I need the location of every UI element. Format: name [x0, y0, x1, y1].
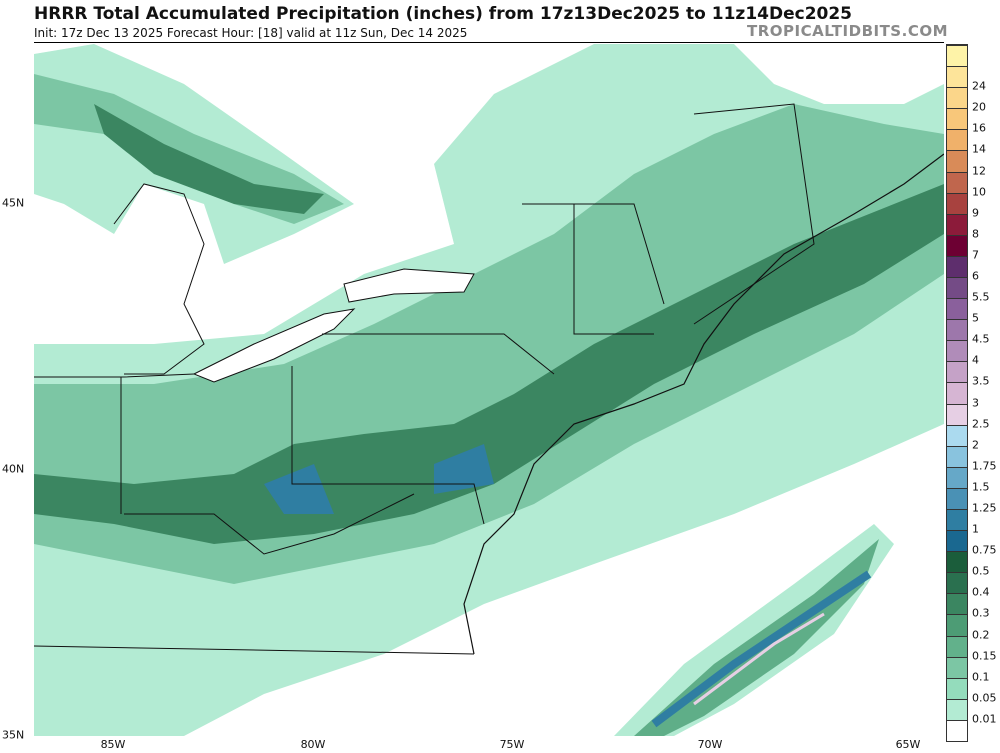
colorbar-label: 20: [972, 100, 986, 114]
colorbar-label: 2: [972, 438, 979, 452]
colorbar-swatch: [947, 572, 967, 594]
lon-label-65w: 65W: [895, 738, 921, 751]
precip-area-south: [34, 564, 144, 736]
lat-label-45n: 45N: [2, 196, 25, 210]
colorbar-label: 0.05: [972, 691, 997, 705]
colorbar-label: 9: [972, 206, 979, 220]
colorbar-label: 3: [972, 396, 979, 410]
colorbar-swatch: [947, 656, 967, 678]
colorbar-label: 1.75: [972, 459, 997, 473]
colorbar-label: 1: [972, 522, 979, 536]
colorbar-swatch: [947, 593, 967, 615]
brand-watermark: TROPICALTIDBITS.COM: [747, 22, 948, 40]
colorbar-label: 10: [972, 185, 986, 199]
colorbar-label: 0.1: [972, 670, 990, 684]
colorbar-swatch: [947, 551, 967, 573]
lon-label-80w: 80W: [300, 738, 326, 751]
colorbar-label: 0.3: [972, 606, 990, 620]
title-divider: [34, 42, 944, 43]
colorbar-swatch: [947, 719, 967, 741]
colorbar-swatch: [947, 487, 967, 509]
colorbar-label: 0.15: [972, 649, 997, 663]
colorbar-label: 0.5: [972, 564, 990, 578]
colorbar-label: 8: [972, 227, 979, 241]
map-subtitle: Init: 17z Dec 13 2025 Forecast Hour: [18…: [34, 26, 468, 40]
colorbar-swatch: [947, 298, 967, 320]
colorbar-swatch: [947, 403, 967, 425]
colorbar-label: 4: [972, 353, 979, 367]
colorbar-swatch: [947, 255, 967, 277]
colorbar-label: 0.01: [972, 712, 997, 726]
colorbar-swatch: [947, 677, 967, 699]
colorbar-label: 0.75: [972, 543, 997, 557]
colorbar-swatch: [947, 87, 967, 109]
colorbar-swatch: [947, 213, 967, 235]
map-title: HRRR Total Accumulated Precipitation (in…: [34, 4, 853, 24]
colorbar-swatch: [947, 66, 967, 88]
colorbar-label: 16: [972, 121, 986, 135]
colorbar-swatch: [947, 509, 967, 531]
colorbar-label: 4.5: [972, 332, 990, 346]
precip-area-heavy-north: [94, 104, 324, 214]
lat-label-35n: 35N: [2, 728, 25, 742]
colorbar-label: 24: [972, 79, 986, 93]
lake-ontario: [343, 268, 475, 303]
colorbar-label: 2.5: [972, 417, 990, 431]
colorbar-swatch: [947, 340, 967, 362]
lake-erie: [192, 308, 356, 383]
colorbar-swatch: [947, 319, 967, 341]
lon-label-70w: 70W: [697, 738, 723, 751]
precipitation-map: [34, 44, 944, 736]
colorbar-swatch: [947, 530, 967, 552]
colorbar-label: 5.5: [972, 290, 990, 304]
colorbar-swatch: [947, 192, 967, 214]
colorbar-label: 5: [972, 311, 979, 325]
state-borders: [34, 103, 815, 655]
precip-core-atlantic-pink: [693, 612, 825, 706]
lat-label-40n: 40N: [2, 462, 25, 476]
colorbar-label: 0.4: [972, 585, 990, 599]
colorbar-swatch: [947, 382, 967, 404]
coastline: [463, 153, 944, 655]
colorbar-swatch: [947, 108, 967, 130]
michigan-lower: [113, 183, 205, 375]
colorbar-label: 14: [972, 142, 986, 156]
precip-area-atlantic: [614, 524, 894, 736]
colorbar-swatch: [947, 129, 967, 151]
colorbar-label: 12: [972, 164, 986, 178]
precip-area-blue: [264, 444, 494, 514]
colorbar-swatch: [947, 234, 967, 256]
colorbar-swatch: [947, 445, 967, 467]
colorbar-swatch: [947, 277, 967, 299]
lon-label-85w: 85W: [100, 738, 126, 751]
colorbar-label: 6: [972, 269, 979, 283]
colorbar-swatch: [947, 150, 967, 172]
colorbar-label: 1.5: [972, 480, 990, 494]
colorbar-swatch: [947, 361, 967, 383]
colorbar-label: 1.25: [972, 501, 997, 515]
colorbar-swatch: [947, 635, 967, 657]
colorbar-swatch: [947, 614, 967, 636]
colorbar-swatch: [947, 466, 967, 488]
precip-area-atlantic-medium: [634, 539, 879, 736]
colorbar-swatch: [947, 171, 967, 193]
colorbar-swatch: [947, 698, 967, 720]
lon-label-75w: 75W: [499, 738, 525, 751]
colorbar-label: 3.5: [972, 374, 990, 388]
colorbar-swatch: [947, 45, 967, 67]
colorbar: [946, 44, 968, 742]
precip-core-atlantic: [651, 570, 872, 728]
colorbar-swatch: [947, 424, 967, 446]
colorbar-label: 7: [972, 248, 979, 262]
colorbar-label: 0.2: [972, 628, 990, 642]
